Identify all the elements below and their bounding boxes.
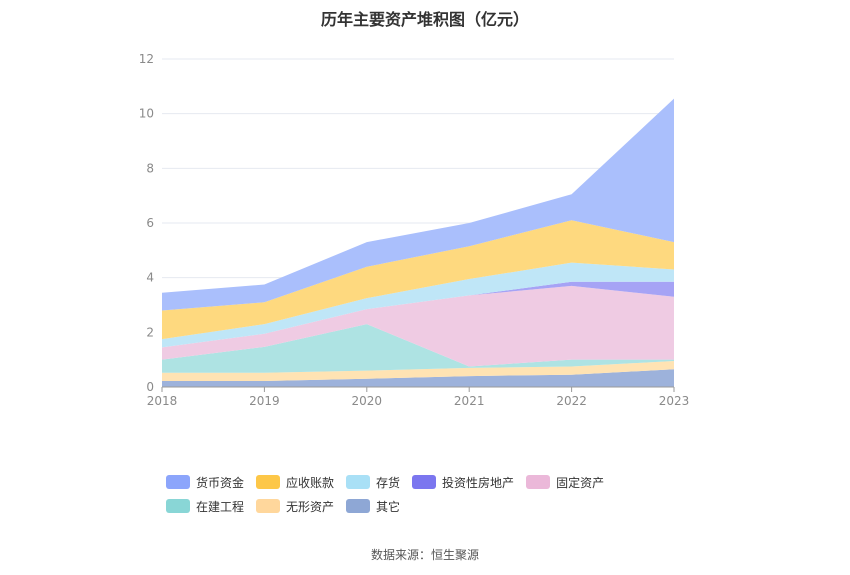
y-tick-label: 4 (146, 271, 154, 285)
area-series-3[interactable] (162, 285, 674, 367)
chart-title: 历年主要资产堆积图（亿元） (320, 10, 529, 29)
legend-swatch (166, 499, 190, 513)
legend-item[interactable]: 投资性房地产 (412, 474, 514, 490)
legend-item[interactable]: 其它 (346, 498, 400, 514)
legend-swatch (346, 499, 371, 513)
area-series (162, 98, 674, 387)
legend-label: 在建工程 (196, 499, 245, 514)
legend-label: 应收账款 (286, 475, 335, 490)
area-series-2[interactable] (162, 324, 674, 373)
area-series-6[interactable] (162, 220, 674, 340)
legend-item[interactable]: 无形资产 (256, 498, 334, 514)
y-tick-label: 2 (146, 325, 154, 339)
legend-label: 无形资产 (286, 499, 335, 514)
data-source-note: 数据来源：恒生聚源 (370, 548, 479, 562)
area-series-7[interactable] (162, 98, 674, 311)
y-tick-label: 12 (139, 52, 154, 66)
chart-legend: 货币资金 应收账款 存货 投资性房地产 固定资产在建工程 无形资产 其它 (166, 474, 706, 514)
legend-label: 其它 (376, 499, 401, 514)
legend-item[interactable]: 货币资金 (166, 474, 244, 490)
stacked-area-chart: 0 2 4 6 8 10 12 2018 2019 2020 2021 2022 2023 (139, 52, 690, 408)
x-tick-label: 2019 (249, 394, 280, 408)
y-tick-label: 6 (146, 216, 154, 230)
legend-item[interactable]: 在建工程 (166, 498, 244, 514)
legend-swatch (412, 475, 437, 489)
x-tick-label: 2022 (556, 394, 587, 408)
y-tick-label: 10 (139, 107, 154, 121)
legend-swatch (256, 475, 281, 489)
legend-swatch (526, 475, 551, 489)
x-tick-label: 2023 (659, 394, 690, 408)
legend-swatch (346, 475, 371, 489)
legend-item[interactable]: 存货 (346, 474, 400, 490)
x-tick-label: 2021 (454, 394, 485, 408)
legend-item[interactable]: 固定资产 (526, 474, 604, 490)
y-tick-label: 0 (146, 380, 154, 394)
x-tick-label: 2020 (352, 394, 383, 408)
area-series-1[interactable] (162, 361, 674, 381)
area-series-5[interactable] (162, 262, 674, 348)
axes: 0 2 4 6 8 10 12 2018 2019 2020 2021 2022 2023 (139, 52, 690, 408)
y-tick-label: 8 (146, 161, 154, 175)
x-tick-label: 2018 (147, 394, 178, 408)
area-series-0[interactable] (162, 369, 674, 387)
legend-swatch (256, 499, 281, 513)
legend-label: 投资性房地产 (442, 475, 515, 490)
legend-swatch (166, 475, 190, 489)
legend-item[interactable]: 应收账款 (256, 474, 334, 490)
legend-label: 货币资金 (196, 475, 245, 490)
area-series-4[interactable] (162, 281, 674, 348)
legend-label: 存货 (376, 475, 401, 490)
legend-label: 固定资产 (556, 475, 605, 490)
